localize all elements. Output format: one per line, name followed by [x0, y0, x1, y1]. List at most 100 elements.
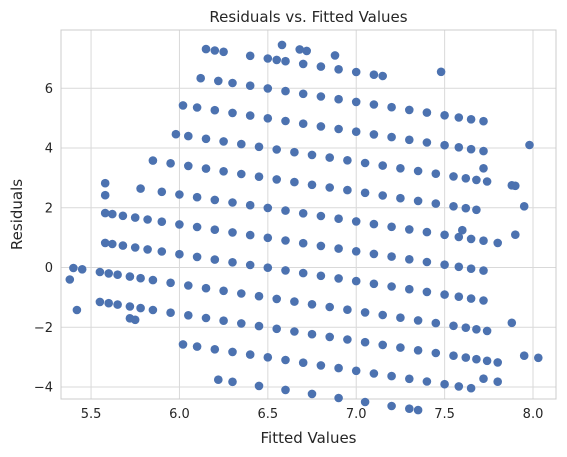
data-point: [210, 105, 220, 115]
data-point: [281, 355, 290, 365]
data-point: [272, 175, 282, 184]
data-point: [272, 145, 282, 154]
data-point: [461, 174, 471, 183]
data-point: [325, 332, 335, 342]
data-point: [201, 44, 211, 54]
data-point: [493, 358, 503, 367]
data-point: [360, 337, 370, 347]
data-point: [118, 241, 128, 250]
data-point: [436, 67, 446, 77]
data-point: [263, 84, 273, 93]
y-tick-label: 0: [45, 261, 53, 276]
data-point: [479, 236, 488, 245]
data-point: [413, 405, 423, 415]
data-point: [479, 296, 488, 305]
data-point: [334, 363, 343, 373]
data-point: [440, 111, 449, 120]
data-point: [482, 326, 492, 336]
data-point: [100, 238, 110, 248]
data-point: [95, 267, 105, 277]
data-point: [396, 313, 405, 323]
data-point: [263, 263, 273, 273]
data-point: [413, 166, 423, 176]
data-point: [330, 51, 340, 60]
data-point: [461, 203, 471, 213]
data-point: [184, 161, 193, 171]
data-point: [228, 258, 237, 267]
data-point: [136, 184, 145, 193]
data-point: [440, 230, 449, 240]
data-point: [281, 266, 290, 275]
y-tick-label: 2: [45, 201, 53, 216]
data-point: [387, 401, 396, 411]
y-tick-label: −4: [34, 381, 53, 396]
data-point: [378, 71, 388, 81]
data-point: [351, 127, 361, 136]
data-point: [422, 227, 432, 237]
data-point: [378, 310, 388, 320]
data-point: [148, 156, 158, 165]
data-point: [493, 377, 503, 387]
data-point: [184, 311, 193, 320]
data-point: [184, 281, 193, 290]
data-point: [263, 353, 273, 362]
data-point: [219, 137, 228, 146]
data-point: [201, 134, 211, 144]
data-point: [290, 177, 299, 187]
data-point: [325, 183, 335, 192]
data-point: [307, 180, 317, 190]
data-point: [405, 374, 414, 384]
data-point: [307, 150, 317, 160]
data-point: [369, 130, 379, 139]
data-point: [461, 323, 471, 333]
data-point: [254, 172, 264, 181]
data-point: [307, 389, 317, 399]
data-point: [493, 238, 503, 248]
data-point: [210, 195, 220, 205]
x-tick-label: 7.0: [346, 407, 367, 422]
data-point: [171, 129, 181, 139]
data-point: [228, 228, 237, 237]
data-point: [431, 318, 441, 328]
data-point: [351, 276, 361, 286]
data-point: [519, 202, 529, 211]
data-point: [525, 140, 534, 150]
data-point: [108, 209, 117, 219]
x-tick-label: 5.5: [81, 407, 102, 422]
data-point: [405, 254, 414, 264]
data-point: [422, 287, 432, 297]
data-point: [431, 169, 441, 178]
data-point: [369, 249, 379, 259]
x-tick-label: 7.5: [434, 407, 455, 422]
data-point: [196, 73, 205, 83]
data-point: [166, 308, 175, 318]
data-point: [466, 115, 476, 124]
data-point: [100, 208, 110, 218]
data-point: [454, 262, 464, 272]
data-point: [290, 327, 299, 336]
data-point: [298, 119, 308, 128]
data-point: [237, 169, 246, 179]
data-point: [413, 346, 423, 355]
data-point: [95, 297, 105, 307]
data-point: [413, 316, 423, 325]
data-point: [100, 190, 110, 200]
data-point: [440, 140, 449, 150]
data-point: [175, 220, 184, 229]
data-point: [69, 263, 78, 273]
x-tick-label: 6.0: [169, 407, 190, 422]
data-point: [237, 139, 246, 149]
data-point: [387, 102, 396, 112]
data-point: [422, 257, 432, 267]
data-point: [298, 238, 308, 248]
data-point: [298, 59, 308, 69]
data-point: [461, 353, 471, 362]
y-tick-labels: −4 −2 0 2 4 6: [34, 82, 53, 396]
data-point: [466, 383, 476, 393]
data-point: [201, 283, 211, 293]
data-point: [125, 302, 135, 311]
data-point: [387, 371, 396, 381]
data-point: [228, 377, 237, 387]
